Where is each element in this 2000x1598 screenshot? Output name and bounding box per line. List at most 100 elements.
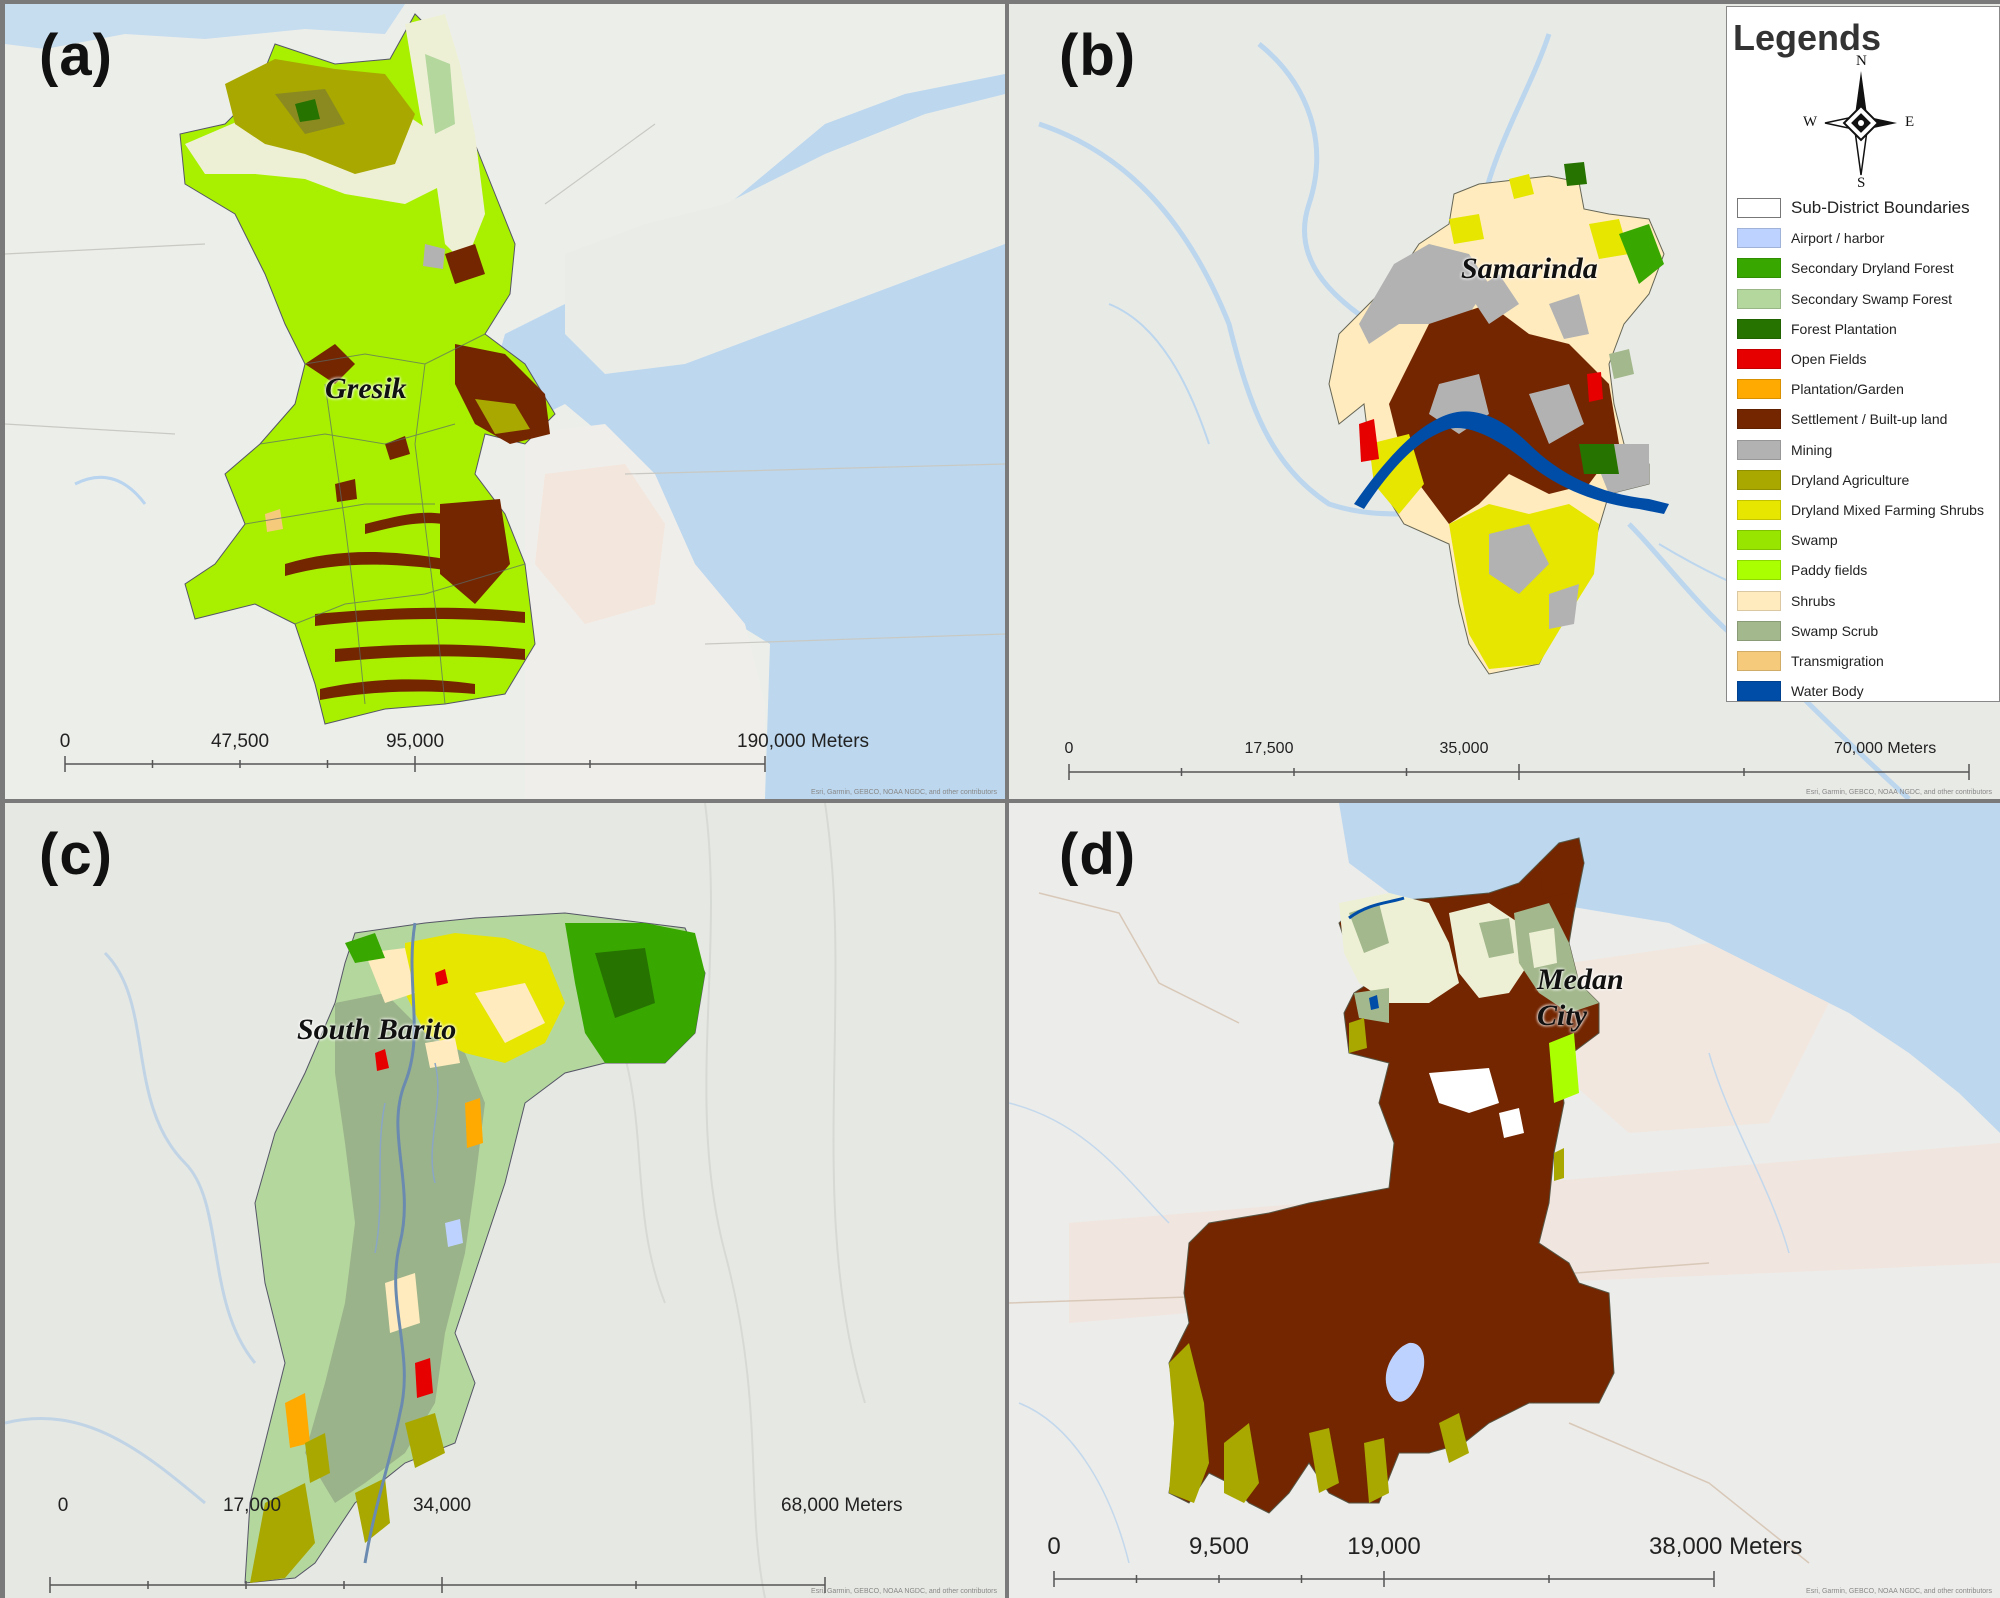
legend-swatch — [1737, 650, 1781, 671]
compass-n: N — [1856, 53, 1867, 69]
attribution: Esri, Garmin, GEBCO, NOAA NGDC, and othe… — [811, 1588, 997, 1595]
scale-tick-1: 47,500 — [210, 731, 270, 752]
legend-swatch — [1737, 681, 1781, 702]
legend-item: Settlement / Built-up land — [1737, 404, 1984, 434]
legend-label: Mining — [1791, 441, 1833, 458]
legend-swatch — [1737, 349, 1781, 370]
legend-label: Secondary Swamp Forest — [1791, 290, 1953, 307]
legend-label: Paddy fields — [1791, 562, 1868, 579]
compass-s: S — [1857, 175, 1866, 191]
region-medan — [1168, 837, 1615, 1514]
scale-tick-2: 35,000 — [1439, 740, 1489, 757]
legend-item: Dryland Mixed Farming Shrubs — [1737, 495, 1984, 525]
legend-item: Mining — [1737, 435, 1984, 465]
legend-swatch — [1737, 228, 1781, 249]
legend-label: Forest Plantation — [1791, 320, 1897, 337]
legend-swatch — [1737, 590, 1781, 611]
legend-item: Sub-District Boundaries — [1737, 193, 1984, 223]
panel-letter-d: (d) — [1059, 822, 1137, 887]
legend-swatch — [1737, 469, 1781, 490]
legend-title: Legends — [1733, 17, 1882, 58]
scale-tick-0: 0 — [1064, 740, 1074, 757]
scale-tick-end: 190,000 Meters — [737, 731, 870, 752]
river-barito — [363, 922, 417, 1564]
scale-tick-end: 70,000 Meters — [1834, 740, 1937, 757]
panel-c: (c) South Barito 0 17,000 34,000 68,000 … — [5, 803, 1005, 1598]
legend-item: Paddy fields — [1737, 555, 1984, 585]
panel-d: (d) Medan City 0 9,500 19,000 38,000 Met… — [1009, 803, 2000, 1598]
legend-swatch — [1737, 409, 1781, 430]
panel-letter-c: (c) — [39, 822, 113, 887]
scale-tick-2: 19,000 — [1347, 1533, 1421, 1560]
scale-tick-0: 0 — [57, 1495, 69, 1516]
settlement-stripe-2 — [315, 607, 525, 626]
legend-swatch — [1737, 560, 1781, 581]
panel-letter-a: (a) — [39, 23, 113, 88]
legend-item: Swamp — [1737, 525, 1984, 555]
compass-w: W — [1803, 114, 1818, 130]
legend-label: Swamp — [1791, 532, 1838, 549]
sea-d — [1339, 803, 2000, 1133]
legend-item: Swamp Scrub — [1737, 616, 1984, 646]
compass-icon — [1824, 71, 1897, 176]
legend-item: Airport / harbor — [1737, 223, 1984, 253]
scale-tick-0: 0 — [59, 731, 71, 752]
legend-label: Settlement / Built-up land — [1791, 411, 1948, 428]
legend-swatch — [1737, 258, 1781, 279]
scale-tick-end: 68,000 Meters — [781, 1495, 903, 1516]
legend-label: Water Body — [1791, 683, 1864, 700]
legend-swatch — [1737, 379, 1781, 400]
settlement-stripe-3 — [335, 644, 525, 662]
compass-rose: N S W E — [1803, 53, 1914, 191]
land-madura-a — [565, 94, 1005, 374]
settlement-stripe-4 — [320, 679, 475, 700]
scale-tick-1: 9,500 — [1188, 1533, 1250, 1560]
legend-label: Sub-District Boundaries — [1791, 198, 1970, 218]
legend-label: Open Fields — [1791, 351, 1867, 368]
river-mahakam — [1354, 411, 1669, 514]
legend-swatch — [1737, 318, 1781, 339]
legend-label: Transmigration — [1791, 652, 1884, 669]
panel-a: (a) Gresik 0 47,500 95,000 190,000 Meter… — [5, 4, 1005, 799]
legend-swatch — [1737, 439, 1781, 460]
legend-item: Plantation/Garden — [1737, 374, 1984, 404]
legend-item: Open Fields — [1737, 344, 1984, 374]
place-name-south-barito: South Barito — [297, 1013, 457, 1046]
legend-label: Shrubs — [1791, 592, 1836, 609]
legend: Legends N S W E Sub-District Boundaries … — [1726, 6, 2000, 702]
legend-item: Secondary Swamp Forest — [1737, 284, 1984, 314]
compass-e: E — [1905, 114, 1915, 130]
legend-item: Dryland Agriculture — [1737, 465, 1984, 495]
legend-item: Secondary Dryland Forest — [1737, 253, 1984, 283]
legend-label: Secondary Dryland Forest — [1791, 260, 1954, 277]
legend-item: Transmigration — [1737, 646, 1984, 676]
lake-d — [1385, 1342, 1425, 1402]
legend-swatch — [1737, 198, 1781, 219]
legend-swatch — [1737, 620, 1781, 641]
legend-label: Plantation/Garden — [1791, 381, 1904, 398]
scale-tick-1: 17,500 — [1244, 740, 1294, 757]
legend-label: Dryland Mixed Farming Shrubs — [1791, 501, 1984, 518]
scale-tick-2: 95,000 — [385, 731, 445, 752]
urban-a — [535, 464, 665, 624]
legend-item: Water Body — [1737, 676, 1984, 706]
place-name-medan-line2: City — [1537, 999, 1587, 1032]
legend-item: Shrubs — [1737, 585, 1984, 615]
legend-swatch — [1737, 288, 1781, 309]
place-name-samarinda: Samarinda — [1461, 252, 1598, 285]
panel-letter-b: (b) — [1059, 23, 1137, 88]
map-d — [1009, 803, 2000, 1598]
attribution: Esri, Garmin, GEBCO, NOAA NGDC, and othe… — [1806, 789, 1992, 796]
sea-north-a — [5, 4, 405, 49]
attribution: Esri, Garmin, GEBCO, NOAA NGDC, and othe… — [1806, 1588, 1992, 1595]
legend-label: Airport / harbor — [1791, 230, 1885, 247]
legend-label: Swamp Scrub — [1791, 622, 1879, 639]
scale-tick-end: 38,000 Meters — [1649, 1533, 1803, 1560]
map-a — [5, 4, 1005, 799]
legend-label: Dryland Agriculture — [1791, 471, 1910, 488]
place-name-gresik: Gresik — [325, 372, 407, 405]
attribution: Esri, Garmin, GEBCO, NOAA NGDC, and othe… — [811, 789, 997, 796]
scale-tick-2: 34,000 — [412, 1495, 472, 1516]
settlement-stripe-1 — [285, 552, 445, 576]
